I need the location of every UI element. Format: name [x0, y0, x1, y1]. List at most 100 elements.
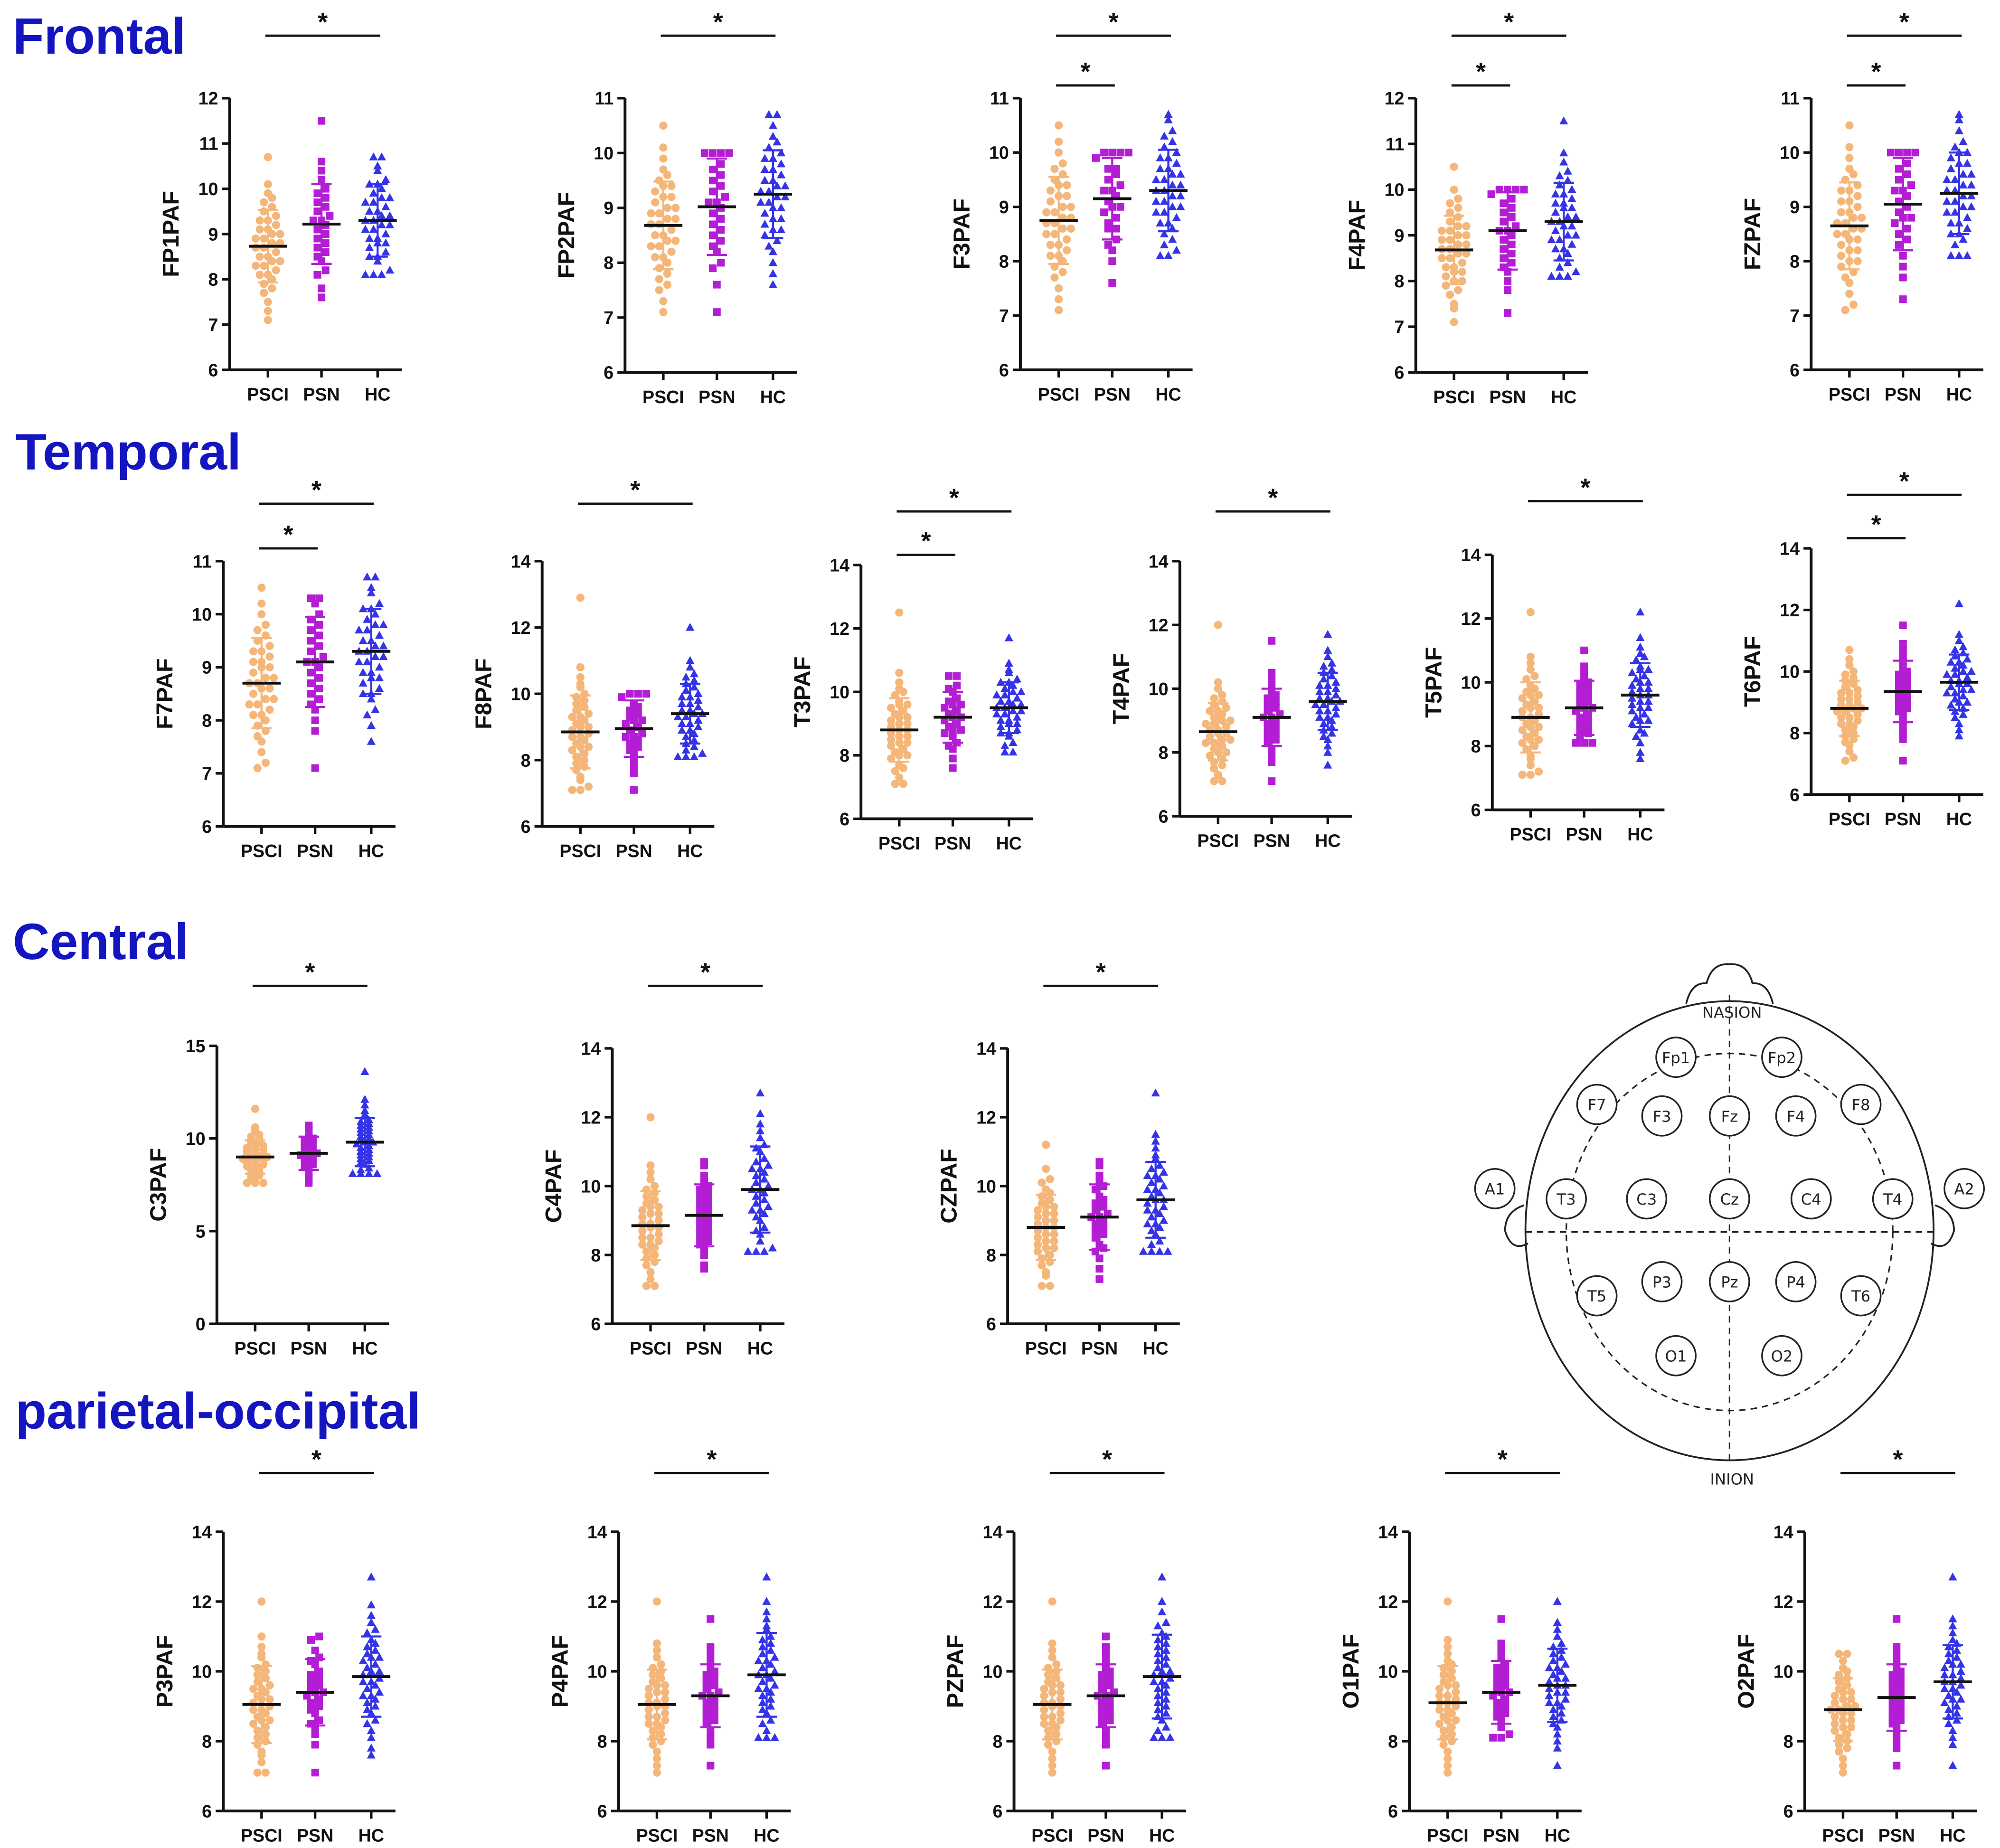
- data-point-psci: [638, 1213, 647, 1221]
- data-point-hc: [762, 1572, 771, 1581]
- data-point-hc: [1948, 1761, 1957, 1769]
- data-point-psci: [249, 647, 258, 656]
- y-axis-label: O1PAF: [1338, 1634, 1364, 1709]
- y-tick-label: 11: [1386, 134, 1405, 154]
- data-point-hc: [1327, 659, 1337, 667]
- data-point-hc: [1168, 180, 1177, 189]
- series-psci: [236, 1104, 274, 1187]
- y-tick-label: 6: [1790, 360, 1800, 380]
- data-point-psci: [895, 761, 904, 769]
- electrode-label: T6: [1851, 1287, 1870, 1305]
- data-point-psci: [1218, 777, 1226, 785]
- data-point-psn: [1091, 1227, 1099, 1235]
- data-point-psn: [313, 271, 321, 279]
- significance-star: *: [1498, 1445, 1508, 1474]
- data-point-hc: [377, 184, 386, 192]
- data-point-psci: [657, 1667, 665, 1676]
- data-point-hc: [348, 1169, 357, 1177]
- data-point-psn: [1580, 646, 1588, 654]
- data-point-hc: [1959, 667, 1968, 675]
- electrode-label: P4: [1786, 1273, 1805, 1292]
- data-point-hc: [367, 588, 376, 596]
- data-point-psci: [652, 1768, 661, 1777]
- data-point-psci: [264, 153, 272, 161]
- data-point-hc: [363, 625, 372, 634]
- data-point-psci: [1056, 1709, 1065, 1717]
- data-point-hc: [770, 1680, 779, 1689]
- data-point-psn: [1584, 717, 1592, 725]
- data-point-hc: [1948, 1740, 1957, 1748]
- data-point-psci: [568, 786, 576, 794]
- data-point-psn: [630, 763, 638, 771]
- data-point-hc: [1143, 1206, 1152, 1214]
- electrode-label: A1: [1485, 1180, 1505, 1198]
- y-tick-label: 6: [999, 360, 1009, 380]
- data-point-hc: [1149, 1733, 1159, 1741]
- x-tick-label: HC: [754, 1826, 779, 1846]
- data-point-psci: [1042, 1141, 1050, 1149]
- data-point-psn: [1899, 729, 1907, 737]
- data-point-psn: [710, 1702, 718, 1710]
- series-hc: [1142, 1572, 1181, 1741]
- data-point-psn: [702, 1713, 710, 1721]
- data-point-psci: [642, 1282, 651, 1290]
- data-point-psci: [1048, 1754, 1057, 1763]
- data-point-hc: [1962, 251, 1972, 259]
- y-tick-label: 8: [992, 1731, 1002, 1751]
- data-point-hc: [1951, 664, 1960, 672]
- electrode-f4: F4: [1775, 1095, 1817, 1137]
- data-point-psn: [1903, 236, 1911, 244]
- data-point-psn: [1091, 1206, 1099, 1214]
- data-point-psci: [657, 1730, 665, 1738]
- data-point-psn: [1272, 735, 1280, 744]
- data-point-psci: [1849, 754, 1858, 762]
- inion-label: INION: [1710, 1470, 1754, 1488]
- data-point-psci: [584, 743, 593, 751]
- data-point-psci: [644, 1719, 653, 1728]
- data-point-psci: [1214, 678, 1222, 687]
- y-tick-label: 8: [1790, 723, 1800, 743]
- data-point-hc: [379, 641, 388, 650]
- x-tick-label: HC: [1315, 830, 1340, 850]
- data-point-hc: [1327, 728, 1337, 737]
- data-point-hc: [1948, 1733, 1957, 1741]
- data-point-psci: [265, 1716, 274, 1725]
- data-point-hc: [363, 1698, 372, 1707]
- data-point-hc: [1163, 1247, 1172, 1255]
- data-point-psci: [1526, 761, 1535, 770]
- data-point-psci: [1214, 771, 1222, 779]
- data-point-psn: [717, 226, 725, 234]
- data-point-psci: [899, 745, 907, 754]
- data-point-psci: [1450, 318, 1458, 327]
- right-ear-outline: [1930, 1204, 1955, 1247]
- data-point-hc: [764, 110, 774, 118]
- data-point-hc: [1551, 226, 1560, 234]
- data-point-hc: [686, 662, 695, 671]
- data-point-psci: [260, 289, 268, 297]
- data-point-psn: [1098, 1685, 1106, 1693]
- data-point-psn: [1508, 204, 1516, 212]
- data-point-hc: [760, 208, 769, 217]
- data-point-hc: [677, 719, 687, 727]
- data-point-psci: [261, 1660, 270, 1669]
- x-tick-label: PSCI: [247, 384, 289, 404]
- data-point-hc: [1563, 230, 1572, 239]
- data-point-hc: [354, 657, 364, 666]
- data-point-psn: [1268, 675, 1276, 683]
- data-point-hc: [1323, 760, 1332, 769]
- data-point-psn: [317, 176, 326, 184]
- data-point-hc: [1319, 661, 1328, 670]
- data-point-psci: [1210, 719, 1218, 728]
- data-point-psn: [1895, 695, 1903, 703]
- data-point-psci: [1447, 1737, 1456, 1745]
- data-point-psci: [654, 1237, 663, 1245]
- data-point-psn: [1108, 257, 1116, 265]
- data-point-hc: [1168, 170, 1177, 178]
- data-point-psci: [253, 1712, 262, 1721]
- data-point-psci: [895, 684, 904, 693]
- data-point-psci: [1518, 707, 1527, 716]
- data-point-psn: [1497, 1653, 1505, 1661]
- data-point-psci: [1841, 726, 1849, 734]
